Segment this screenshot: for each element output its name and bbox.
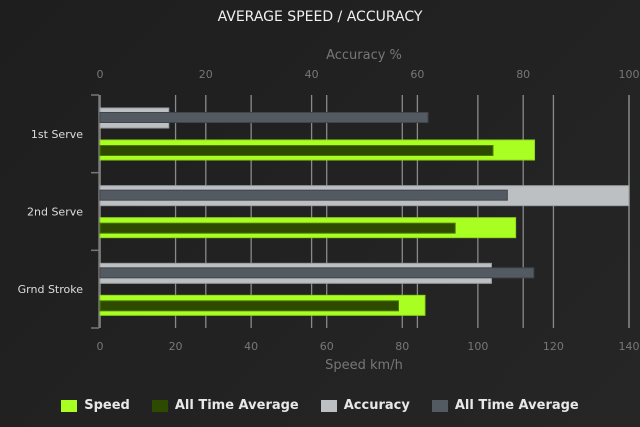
legend-label: All Time Average xyxy=(174,398,299,413)
speed-average-bar xyxy=(99,222,456,234)
legend-swatch xyxy=(431,399,448,412)
top-tick-label: 100 xyxy=(619,68,640,81)
accuracy-average-bar xyxy=(99,189,508,201)
bottom-tick-label: 80 xyxy=(395,340,409,353)
top-tick-label: 20 xyxy=(199,68,213,81)
top-tick-label: 0 xyxy=(97,68,104,81)
bottom-tick-label: 100 xyxy=(467,340,488,353)
bottom-tick-label: 20 xyxy=(169,340,183,353)
bottom-tick-label: 140 xyxy=(619,340,640,353)
top-tick-label: 80 xyxy=(516,68,530,81)
speed-average-bar xyxy=(99,300,400,312)
top-tick-label: 40 xyxy=(305,68,319,81)
speed-average-bar xyxy=(99,145,494,156)
category-label: 1st Serve xyxy=(31,128,83,141)
accuracy-average-bar xyxy=(99,267,535,279)
legend: Speed All Time Average Accuracy All Time… xyxy=(0,398,640,413)
bottom-tick-label: 0 xyxy=(97,340,104,353)
chart-title: AVERAGE SPEED / ACCURACY xyxy=(218,9,423,25)
legend-swatch xyxy=(151,399,168,412)
accuracy-average-bar xyxy=(99,112,429,123)
bottom-axis-label: Speed km/h xyxy=(325,358,403,373)
legend-swatch xyxy=(320,399,337,412)
bottom-tick-label: 60 xyxy=(320,340,334,353)
bottom-tick-label: 120 xyxy=(543,340,564,353)
top-tick-label: 60 xyxy=(410,68,424,81)
category-label: 2nd Serve xyxy=(27,206,83,219)
legend-item-speed[interactable]: Speed xyxy=(61,398,130,413)
top-axis-label: Accuracy % xyxy=(326,48,402,63)
legend-swatch xyxy=(61,399,78,412)
legend-item-accuracy[interactable]: Accuracy xyxy=(320,398,410,413)
legend-item-accuracy-average[interactable]: All Time Average xyxy=(431,398,579,413)
legend-label: Accuracy xyxy=(343,398,410,413)
legend-label: All Time Average xyxy=(454,398,579,413)
category-label: Grnd Stroke xyxy=(18,283,84,296)
legend-item-speed-average[interactable]: All Time Average xyxy=(151,398,299,413)
bottom-tick-label: 40 xyxy=(244,340,258,353)
legend-label: Speed xyxy=(84,398,130,413)
